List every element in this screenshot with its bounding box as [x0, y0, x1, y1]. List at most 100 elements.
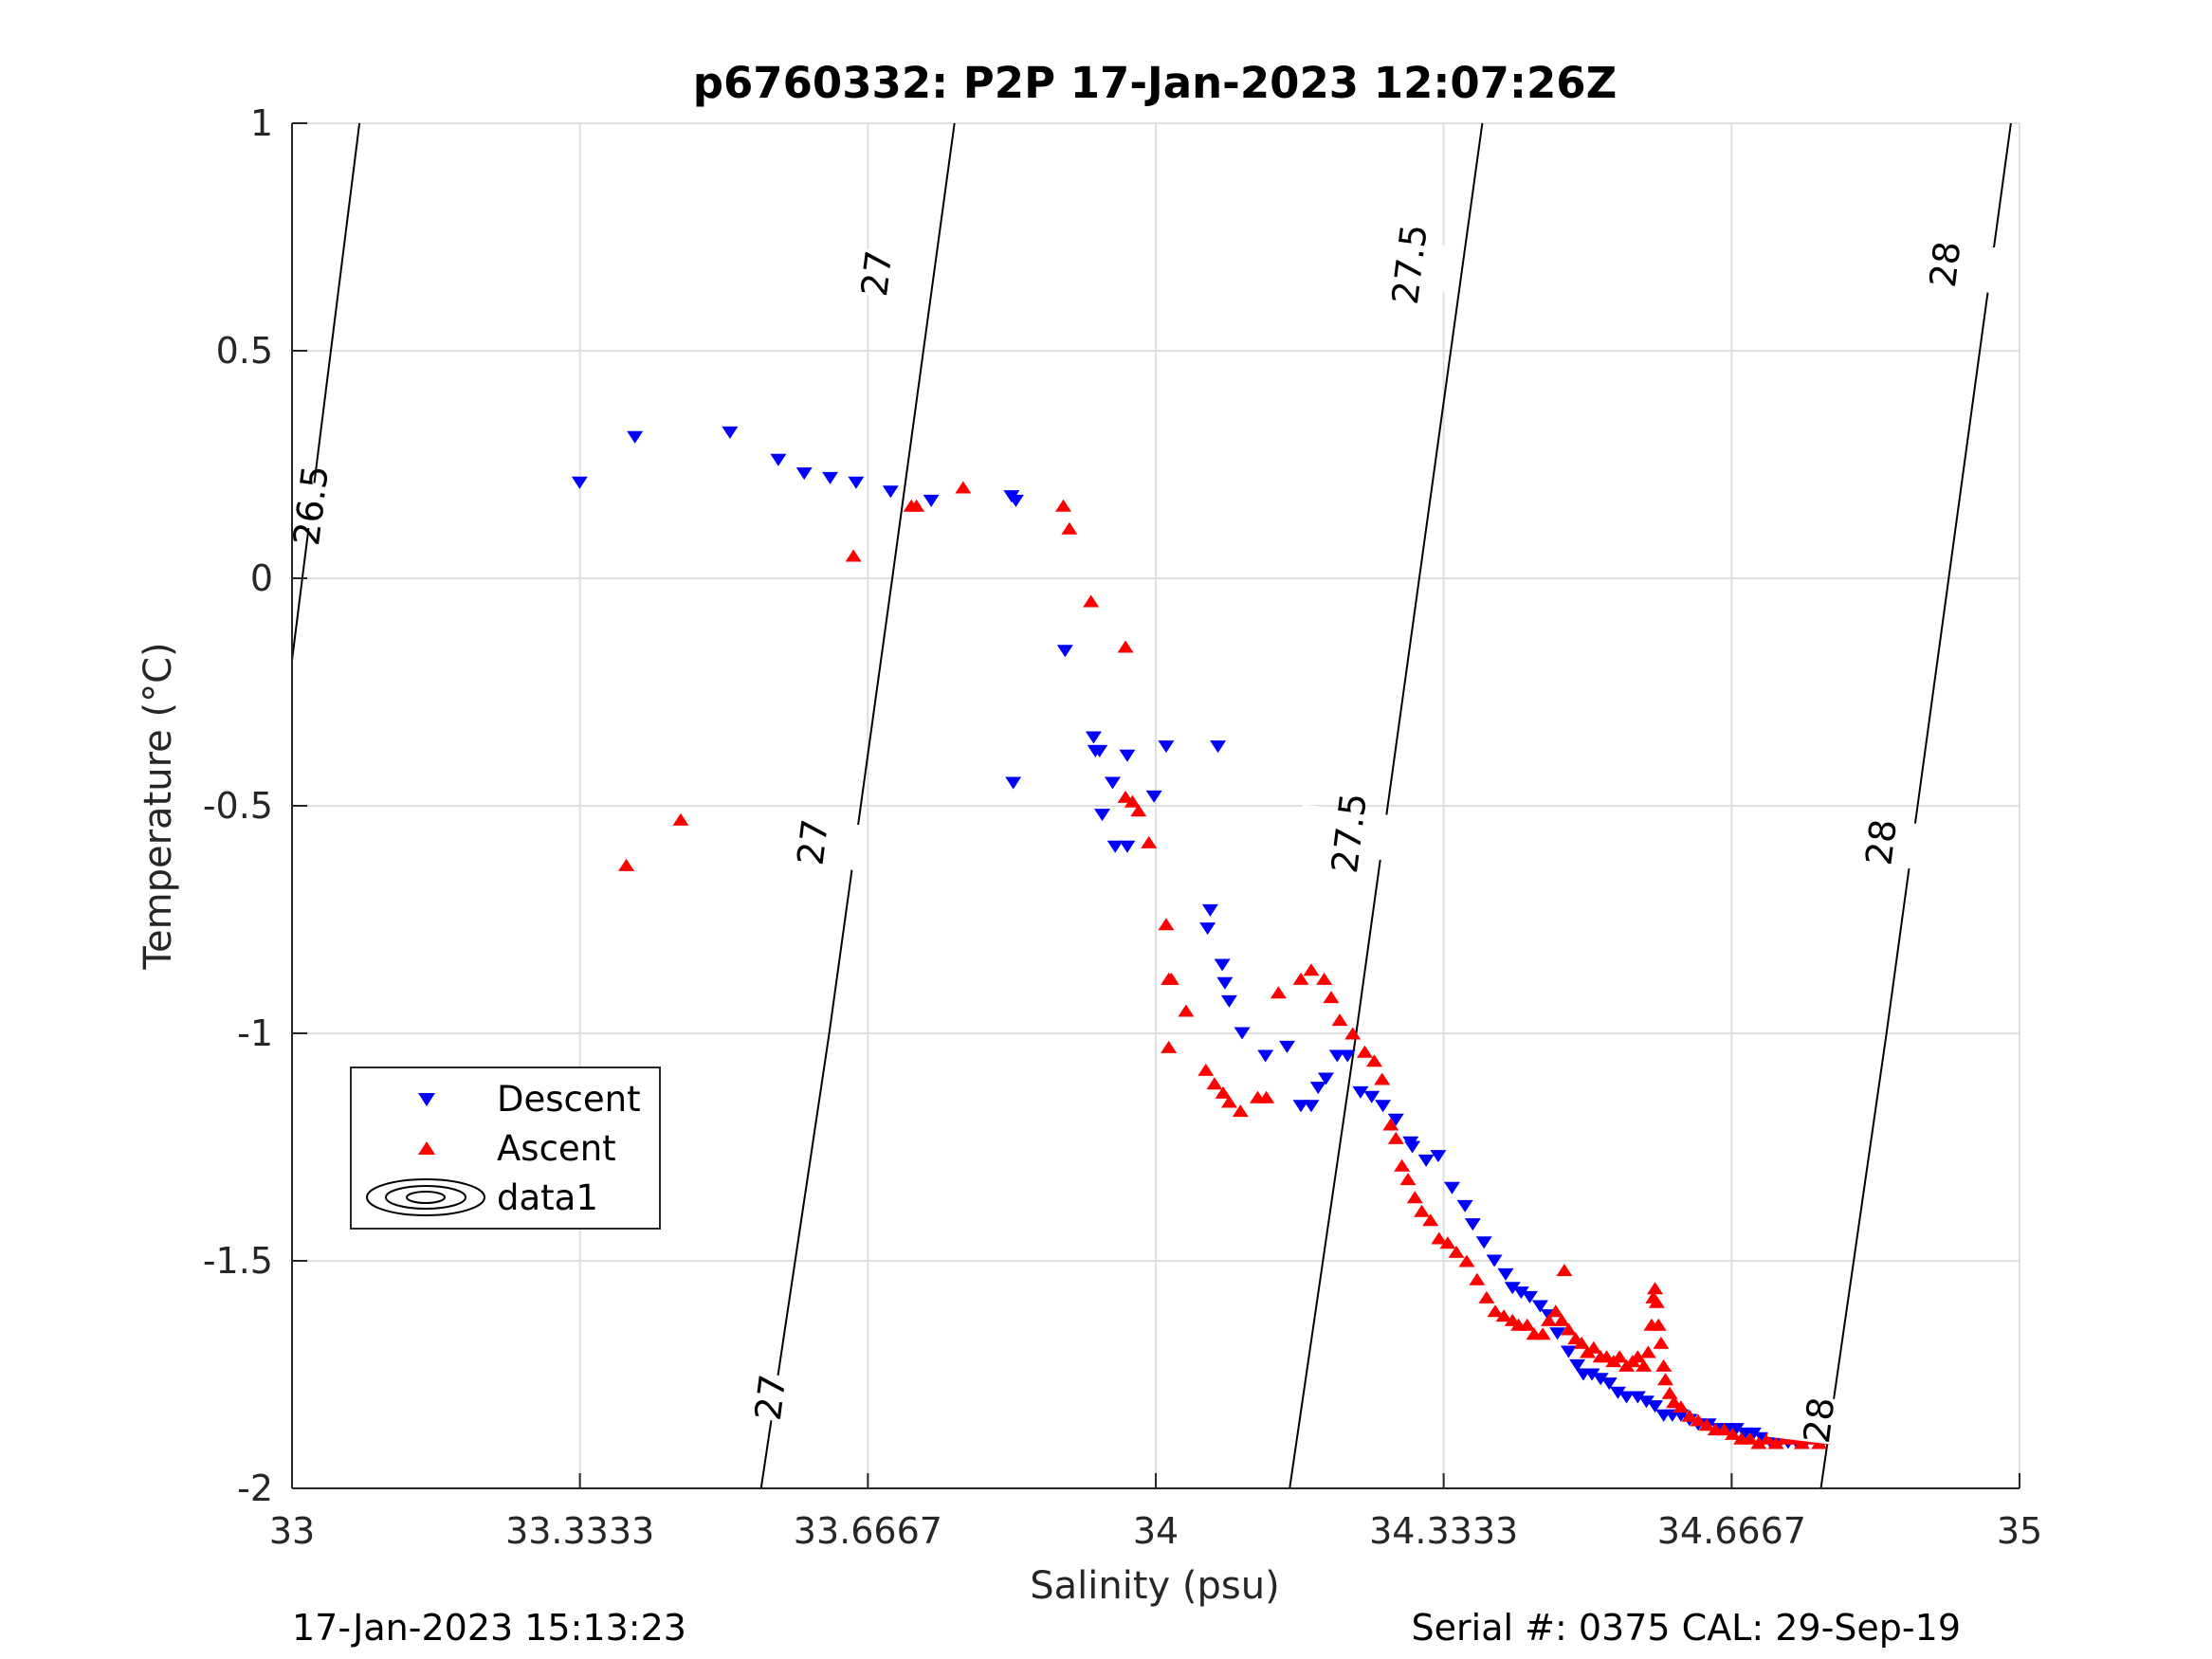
ascent-point	[672, 812, 689, 826]
x-tick-label: 33.3333	[505, 1510, 654, 1552]
legend-descent-marker	[418, 1093, 435, 1106]
contour-label: 28	[1922, 239, 1969, 289]
ascent-point	[1487, 1304, 1504, 1318]
isopycnal-27-5	[1289, 122, 1484, 1489]
ascent-point	[1344, 1027, 1362, 1040]
descent-point	[1056, 645, 1073, 658]
ascent-point	[1639, 1345, 1656, 1358]
descent-point	[1375, 1100, 1392, 1113]
y-tick-label: 0	[250, 557, 273, 599]
descent-point	[1234, 1027, 1251, 1040]
ascent-point	[1117, 640, 1134, 653]
ascent-point	[1178, 1004, 1195, 1017]
ascent-point	[1681, 1409, 1698, 1422]
descent-point	[1647, 1400, 1664, 1413]
descent-point	[1592, 1373, 1609, 1386]
descent-point	[848, 476, 865, 489]
ascent-point	[1767, 1436, 1784, 1449]
y-tick-label: 1	[250, 102, 273, 144]
isopycnal-26-5	[291, 122, 361, 661]
ascent-point	[1469, 1272, 1486, 1285]
contour-label-mask	[1297, 804, 1401, 862]
descent-point	[1430, 1150, 1447, 1163]
contour-label-mask	[825, 245, 929, 302]
ascent-point	[1541, 1313, 1558, 1326]
descent-point	[1145, 790, 1162, 803]
y-tick-label: -2	[237, 1468, 273, 1509]
ascent-point	[1553, 1313, 1570, 1326]
ascent-point	[1161, 1040, 1178, 1053]
ascent-point	[1742, 1431, 1759, 1445]
footer-serial-cal: Serial #: 0375 CAL: 29-Sep-19	[1412, 1607, 1961, 1649]
descent-point	[1199, 922, 1216, 936]
descent-point	[1339, 1049, 1356, 1063]
descent-point	[1583, 1368, 1600, 1381]
descent-point	[722, 426, 739, 439]
ascent-point	[1215, 1085, 1232, 1099]
ascent-point	[1061, 521, 1078, 535]
descent-point	[571, 476, 588, 489]
descent-point	[1104, 776, 1121, 790]
grid-lines	[292, 122, 2020, 1488]
descent-point	[1521, 1290, 1538, 1304]
isopycnal-27	[759, 122, 956, 1489]
contour-label-mask	[1358, 235, 1462, 293]
ascent-point	[1560, 1322, 1577, 1336]
descent-point	[1549, 1327, 1566, 1340]
descent-point	[1629, 1391, 1646, 1404]
descent-point	[770, 453, 787, 466]
x-tick-label: 33.6667	[794, 1510, 942, 1552]
descent-point	[1085, 731, 1102, 744]
descent-point	[1158, 740, 1175, 754]
ascent-point	[1458, 1254, 1475, 1267]
ascent-point	[1323, 991, 1340, 1004]
ascent-point	[1655, 1358, 1673, 1372]
ascent-point	[1661, 1386, 1678, 1399]
axis-ticks	[291, 122, 2020, 1489]
descent-point	[1745, 1427, 1762, 1440]
contour-label: 27.5	[1324, 791, 1375, 875]
descent-point	[1005, 776, 1022, 790]
ascent-point	[618, 858, 635, 871]
ascent-point	[1365, 1054, 1382, 1067]
descent-point	[1618, 1391, 1635, 1404]
legend-box	[350, 1066, 661, 1230]
ascent-point	[1270, 986, 1287, 999]
x-tick-label: 33	[269, 1510, 315, 1552]
y-tick-label: -1	[237, 1012, 273, 1054]
descent-point	[1292, 1100, 1309, 1113]
ascent-point	[1611, 1350, 1628, 1363]
ascent-point	[1573, 1336, 1590, 1349]
descent-point	[1486, 1254, 1503, 1267]
x-tick-label: 34.3333	[1369, 1510, 1518, 1552]
legend-data1-label: data1	[497, 1177, 598, 1218]
ascent-point	[1519, 1318, 1536, 1331]
descent-point	[1464, 1218, 1481, 1231]
ascent-point	[1292, 972, 1309, 985]
descent-point	[795, 467, 813, 481]
descent-point	[1257, 1049, 1274, 1063]
contour-label-mask	[1893, 235, 1998, 293]
contour-label: 27	[790, 817, 837, 867]
descent-point	[1303, 1100, 1320, 1113]
ascent-point	[1303, 963, 1320, 976]
descent-point	[1600, 1377, 1618, 1391]
descent-point	[1417, 1154, 1435, 1167]
ascent-point	[1439, 1236, 1456, 1249]
isopycnal-contours	[291, 122, 2012, 1489]
ascent-point	[1316, 972, 1333, 985]
ascent-point	[1431, 1231, 1448, 1245]
ascent-point	[1162, 972, 1179, 985]
legend-ascent-marker	[418, 1141, 435, 1155]
descent-point	[1220, 994, 1237, 1008]
contour-label: 26.5	[285, 464, 337, 548]
descent-point	[1609, 1386, 1626, 1399]
ascent-point	[845, 549, 862, 562]
descent-point	[1728, 1423, 1745, 1436]
descent-point	[1216, 976, 1234, 990]
descent-point	[1504, 1282, 1521, 1295]
isopycnal-28	[1819, 122, 2012, 1489]
descent-point	[1309, 1082, 1326, 1095]
ascent-point	[1374, 1072, 1391, 1085]
descent-point	[1531, 1300, 1548, 1313]
